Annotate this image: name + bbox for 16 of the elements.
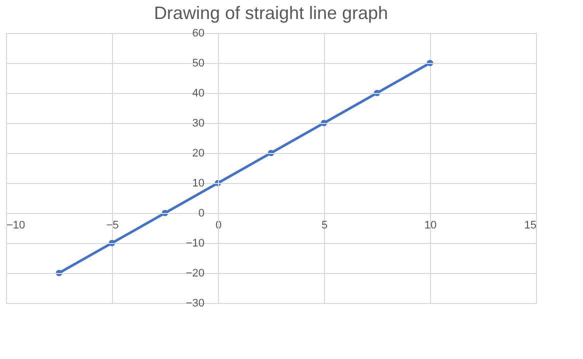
x-tick-label: −5 <box>106 220 119 232</box>
y-tick-label: 50 <box>192 58 204 70</box>
y-tick-label: 30 <box>192 118 204 130</box>
y-tick-label: −20 <box>186 268 204 280</box>
x-tick-label: −10 <box>6 220 26 232</box>
y-tick-label: 0 <box>198 208 204 220</box>
x-tick-label: 10 <box>424 220 437 232</box>
y-tick-label: −10 <box>186 238 204 250</box>
chart-title: Drawing of straight line graph <box>154 3 388 23</box>
x-tick-label: 5 <box>321 220 328 232</box>
y-tick-label: 20 <box>192 148 204 160</box>
x-tick-label: 15 <box>524 220 536 232</box>
y-tick-label: 40 <box>192 88 204 100</box>
y-tick-label: 10 <box>192 178 204 190</box>
y-tick-label: 60 <box>192 28 204 40</box>
y-tick-label: −30 <box>186 298 204 310</box>
